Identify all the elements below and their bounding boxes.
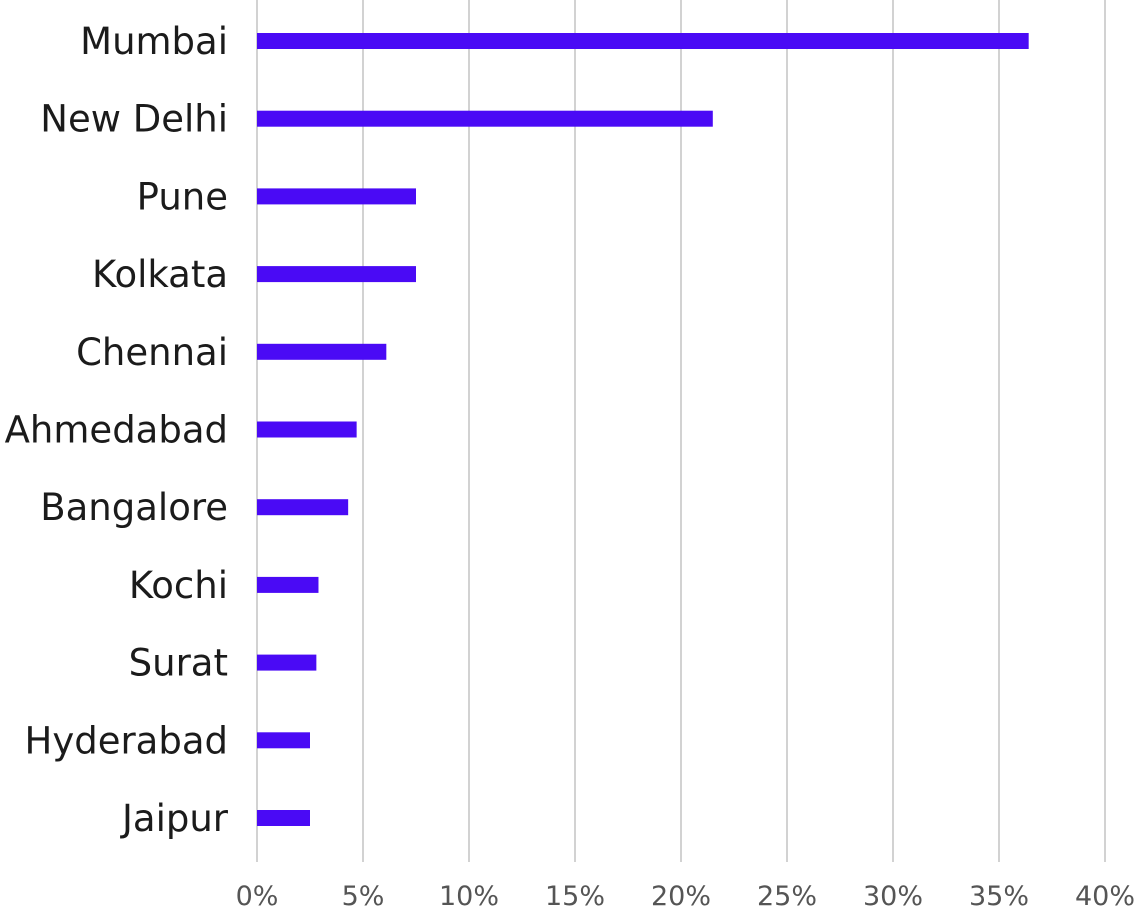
bars — [257, 33, 1029, 826]
bar-new-delhi — [257, 110, 713, 127]
x-tick-label: 40% — [1075, 881, 1135, 912]
category-label: Kochi — [129, 564, 228, 607]
bar-chennai — [257, 343, 387, 360]
category-label: Chennai — [76, 331, 228, 374]
bar-mumbai — [257, 33, 1029, 49]
category-label: Bangalore — [40, 486, 228, 529]
category-label: Ahmedabad — [5, 409, 228, 452]
category-labels: Mumbai New Delhi Pune Kolkata Chennai Ahmedab… — [5, 20, 229, 840]
x-tick-label: 20% — [651, 881, 711, 912]
category-label: Surat — [129, 642, 228, 685]
category-label: New Delhi — [40, 98, 228, 141]
bar-pune — [257, 188, 416, 205]
bar-kochi — [257, 576, 319, 593]
x-tick-label: 15% — [545, 881, 605, 912]
x-tick-label: 30% — [863, 881, 923, 912]
bar-jaipur — [257, 810, 310, 826]
bar-bangalore — [257, 499, 349, 516]
x-tick-label: 25% — [757, 881, 817, 912]
category-label: Mumbai — [80, 20, 228, 63]
x-axis-tick-labels: 0% 5% 10% 15% 20% 25% 30% 35% 40% — [236, 881, 1135, 912]
x-tick-label: 10% — [439, 881, 499, 912]
x-tick-label: 35% — [969, 881, 1029, 912]
bar-ahmedabad — [257, 421, 357, 438]
category-label: Pune — [137, 175, 228, 218]
x-tick-label: 0% — [236, 881, 279, 912]
bar-kolkata — [257, 266, 416, 283]
bar-hyderabad — [257, 732, 310, 749]
x-tick-label: 5% — [342, 881, 385, 912]
bar-surat — [257, 654, 317, 671]
gridlines — [256, 0, 1106, 862]
category-label: Jaipur — [120, 797, 229, 840]
category-label: Hyderabad — [25, 719, 229, 762]
category-label: Kolkata — [92, 253, 228, 296]
